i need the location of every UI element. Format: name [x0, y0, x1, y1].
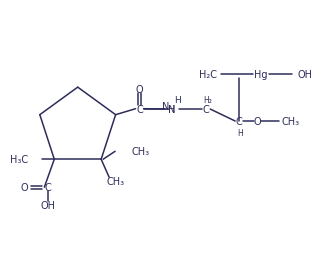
Text: H₂C: H₂C [199, 70, 217, 80]
Text: H: H [168, 104, 175, 114]
Text: CH₃: CH₃ [131, 147, 149, 157]
Text: N: N [162, 101, 169, 111]
Text: C: C [203, 105, 210, 115]
Text: O: O [136, 84, 143, 94]
Text: C: C [136, 104, 143, 114]
Text: O: O [253, 117, 261, 126]
Text: Hg: Hg [254, 70, 268, 80]
Text: O: O [21, 182, 28, 192]
Text: H₃C: H₃C [10, 155, 28, 165]
Text: C: C [236, 117, 242, 126]
Text: N: N [168, 105, 175, 115]
Text: OH: OH [41, 200, 56, 210]
Text: OH: OH [298, 70, 313, 80]
Text: CH₃: CH₃ [282, 117, 300, 126]
Text: H₂: H₂ [203, 95, 212, 104]
Text: CH₃: CH₃ [106, 177, 124, 186]
Text: H: H [174, 95, 181, 104]
Text: C: C [45, 182, 52, 192]
Text: H: H [237, 129, 243, 138]
